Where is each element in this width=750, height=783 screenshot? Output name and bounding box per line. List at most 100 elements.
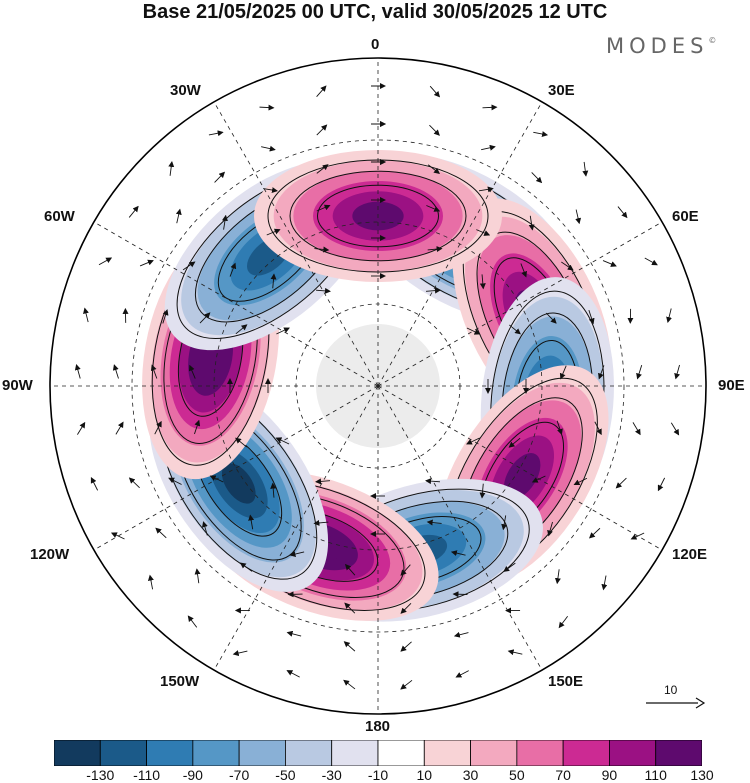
wind-arrow: [400, 602, 412, 614]
lon-label-30w: 30W: [170, 82, 201, 99]
wind-arrow: [74, 364, 81, 379]
wind-arrow: [582, 161, 589, 177]
wind-arrow: [286, 630, 302, 637]
wind-arrow: [466, 437, 480, 445]
wind-arrow: [112, 364, 119, 379]
wind-arrow: [168, 160, 175, 176]
colorbar-tick-label: -30: [321, 767, 342, 783]
wind-arrow: [429, 124, 440, 136]
wind-arrow: [235, 437, 247, 448]
wind-arrow: [507, 649, 523, 656]
wind-arrow: [150, 364, 158, 379]
wind-arrow: [482, 104, 498, 111]
colorbar-segment: [562, 740, 610, 766]
colorbar-tick-label: 50: [509, 767, 525, 783]
brand-logo: MODES©: [606, 34, 716, 58]
wind-arrow: [425, 287, 441, 294]
wind-arrow: [559, 365, 567, 380]
wind-arrow: [531, 475, 546, 483]
meridian-line: [213, 385, 379, 671]
wind-arrow: [450, 550, 466, 557]
wind-arrow: [286, 670, 300, 678]
meridian-line: [377, 385, 663, 551]
wind-arrow: [644, 257, 658, 266]
wind-arrow: [508, 437, 521, 448]
colorbar-tick-label: 10: [416, 767, 433, 783]
wind-arrow: [115, 421, 124, 435]
lon-label-30e: 30E: [548, 82, 575, 99]
wind-arrow: [316, 204, 331, 212]
wind-arrow: [453, 631, 469, 638]
wind-arrow: [636, 365, 643, 380]
meridian-line: [93, 221, 379, 387]
wind-arrow: [617, 206, 628, 219]
wind-arrow: [155, 527, 167, 539]
colorbar-segment: [331, 740, 379, 766]
wind-arrow: [573, 477, 588, 485]
colorbar-tick-label: -70: [229, 767, 250, 783]
wind-arrow: [182, 261, 196, 271]
lon-label-60e: 60E: [672, 208, 699, 225]
wind-arrow: [188, 364, 196, 379]
lon-label-180: 180: [365, 718, 391, 735]
wind-arrow: [222, 214, 228, 230]
colorbar-tick-label: -10: [367, 767, 389, 783]
wind-arrow: [547, 521, 553, 537]
wind-arrow: [479, 274, 486, 290]
colorbar-segment: [238, 740, 286, 766]
wind-arrow: [545, 312, 557, 324]
wind-arrow: [313, 519, 329, 526]
wind-arrow: [476, 229, 491, 236]
wind-arrow: [289, 551, 305, 557]
wind-arrow: [187, 615, 198, 628]
colorbar-segment: [470, 740, 518, 766]
wind-arrow: [261, 145, 276, 152]
wind-arrow: [139, 259, 154, 267]
wind-arrow: [575, 209, 582, 225]
wind-arrow: [209, 475, 224, 483]
colorbar-segment: [377, 740, 425, 766]
wind-arrow: [594, 421, 602, 436]
wind-arrow: [270, 273, 277, 289]
wind-arrow: [427, 164, 441, 174]
colorbar-tick-label: 90: [601, 767, 618, 783]
wind-arrow: [316, 164, 329, 174]
wind-arrow: [175, 208, 182, 224]
wind-arrow: [632, 422, 641, 436]
brand-mark: ©: [708, 36, 717, 45]
wind-arrow: [208, 130, 224, 137]
wind-arrow: [630, 532, 645, 540]
meridian-line: [377, 385, 543, 671]
wind-arrow: [400, 679, 413, 690]
wind-arrow: [466, 327, 481, 335]
colorbar-segment: [655, 740, 702, 766]
wind-arrow: [343, 641, 356, 652]
wind-arrow: [426, 519, 442, 526]
wind-arrow: [199, 312, 211, 324]
lon-label-90w: 90W: [2, 377, 33, 394]
wind-arrow: [478, 186, 494, 193]
wind-arrow: [316, 85, 327, 97]
wind-arrow: [520, 263, 527, 278]
wind-arrow: [400, 564, 411, 576]
lon-label-150e: 150E: [548, 673, 584, 690]
wind-arrow: [602, 260, 617, 267]
wind-arrow: [674, 364, 681, 380]
wind-arrow: [248, 514, 255, 530]
wind-arrow: [128, 205, 139, 218]
meridian-line: [213, 101, 379, 387]
meridian-line: [377, 101, 543, 387]
colorbar-segment: [99, 740, 147, 766]
wind-arrow: [270, 482, 277, 498]
wind-arrow: [426, 205, 441, 212]
wind-arrow: [194, 568, 201, 584]
wind-arrow: [501, 515, 508, 531]
wind-arrow: [214, 171, 226, 183]
wind-arrow: [90, 476, 99, 491]
colorbar-segment: [423, 740, 471, 766]
wind-arrow: [77, 421, 86, 435]
graticule: [50, 58, 706, 714]
wind-arrow: [455, 670, 469, 678]
wind-arrow: [509, 324, 521, 335]
streamline: [289, 170, 467, 262]
